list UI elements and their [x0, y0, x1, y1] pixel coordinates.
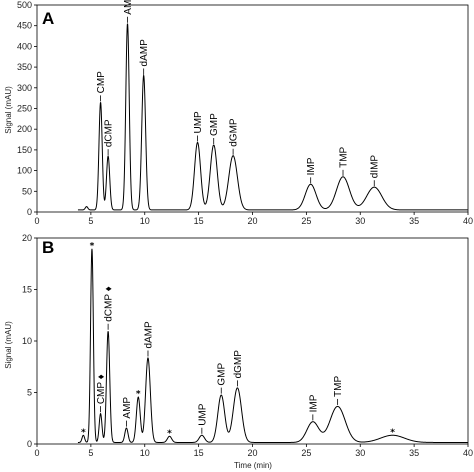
panel-a-xtick-label: 15: [194, 216, 204, 226]
panel-b-peak-marker: *: [90, 241, 95, 251]
panel-b-peak-label: IMP: [308, 394, 319, 412]
panel-b-peak-label: dCMP ♦: [104, 286, 115, 321]
panel-a-ytick-label: 500: [17, 0, 32, 10]
panel-a-xtick-label: 20: [247, 216, 257, 226]
panel-a-ytick-label: 100: [17, 166, 32, 176]
panel-b-xtick-label: 35: [409, 448, 419, 458]
panel-b-peak-label: CMP ♦: [96, 374, 107, 404]
panel-b-xtick-label: 5: [88, 448, 93, 458]
panel-a: A Signal (mAU) 0 5 10 15 20 25 30 35 40050100150…: [4, 0, 473, 226]
panel-b-xtick-label: 30: [355, 448, 365, 458]
panel-a-ytick-label: 400: [17, 41, 32, 51]
panel-b-peak-label: GMP: [217, 363, 228, 386]
panel-a-xtick-label: 0: [34, 216, 39, 226]
panel-b-peak-label: dAMP: [143, 321, 154, 349]
panel-b-trace: [77, 248, 468, 443]
panel-a-trace: [77, 23, 468, 211]
panel-a-ytick-label: 300: [17, 83, 32, 93]
panel-b-xlabel: Time (min): [234, 461, 272, 470]
panel-b-peak-marker: *: [167, 429, 172, 439]
panel-a-peak-label: AMP: [123, 0, 134, 15]
panel-b-ytick-label: 15: [22, 285, 32, 295]
panel-a-ytick-label: 350: [17, 62, 32, 72]
panel-b-ytick-label: 5: [27, 388, 32, 398]
panel-b-ytick-label: 20: [22, 233, 32, 243]
panel-a-ytick-label: 0: [27, 207, 32, 217]
panel-a-xtick-label: 10: [140, 216, 150, 226]
panel-a-peak-label: dGMP: [229, 118, 240, 147]
panel-a-peak-label: IMP: [306, 157, 317, 175]
panel-b-peak-label: TMP: [333, 376, 344, 397]
panel-a-peak-label: dIMP: [370, 155, 381, 179]
panel-b-peak-marker: *: [390, 428, 395, 438]
panel-a-peak-label: GMP: [209, 113, 220, 136]
panel-b-letter: B: [42, 238, 54, 257]
panel-b-peak-marker: *: [136, 390, 141, 400]
panel-b-plot-frame: [36, 237, 469, 445]
panel-a-xtick-label: 5: [88, 216, 93, 226]
panel-b-xtick-label: 15: [194, 448, 204, 458]
panel-a-xtick-label: 25: [301, 216, 311, 226]
panel-a-ytick-label: 250: [17, 104, 32, 114]
panel-b-peak-label: AMP: [122, 397, 133, 419]
panel-a-peak-label: CMP: [96, 71, 107, 94]
panel-a-xtick-label: 40: [463, 216, 473, 226]
panel-a-ylabel: Signal (mAU): [4, 86, 13, 134]
panel-b-ylabel: Signal (mAU): [4, 321, 13, 369]
panel-a-peak-label: UMP: [193, 111, 204, 134]
panel-a-ytick-label: 450: [17, 21, 32, 31]
panel-b-xtick-label: 10: [140, 448, 150, 458]
panel-b-ytick-label: 10: [22, 336, 32, 346]
panel-a-peak-label: dCMP: [104, 119, 115, 147]
panel-a-ytick-label: 150: [17, 145, 32, 155]
panel-a-xtick-label: 30: [355, 216, 365, 226]
panel-b-xtick-label: 40: [463, 448, 473, 458]
panel-b-xtick-label: 25: [301, 448, 311, 458]
panel-b-peak-label: dGMP: [233, 350, 244, 379]
panel-a-ytick-label: 50: [22, 186, 32, 196]
panel-a-xtick-label: 35: [409, 216, 419, 226]
panel-b-peak-marker: *: [81, 428, 86, 438]
panel-a-peak-label: TMP: [339, 146, 350, 167]
panel-b-ytick-label: 0: [27, 439, 32, 449]
panel-a-letter: A: [42, 9, 54, 28]
panel-b: B Signal (mAU) Time (min) 0 5 10 15 20 25 30 35…: [4, 233, 473, 470]
panel-b-xtick-label: 20: [247, 448, 257, 458]
panel-b-peak-label: UMP: [197, 403, 208, 426]
panel-a-plot-frame: [36, 4, 469, 213]
panel-b-xtick-label: 0: [34, 448, 39, 458]
panel-a-ytick-label: 200: [17, 124, 32, 134]
panel-a-peak-label: dAMP: [139, 39, 150, 67]
